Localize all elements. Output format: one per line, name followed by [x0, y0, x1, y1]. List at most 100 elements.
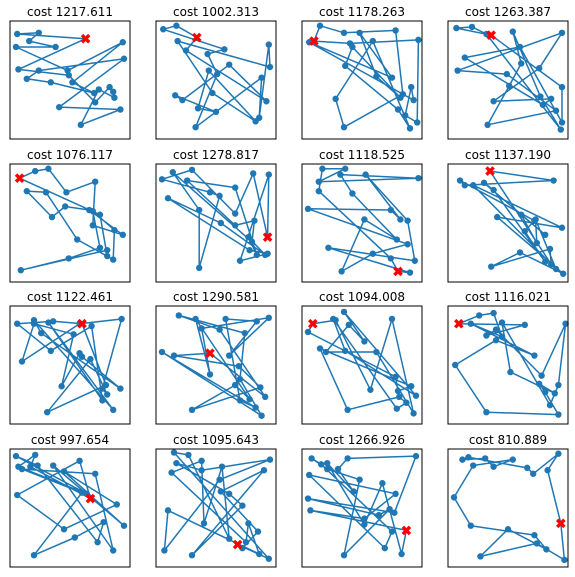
city-point — [536, 65, 543, 72]
city-point — [542, 258, 549, 266]
city-point — [92, 470, 99, 477]
tour-panel-7: cost 1118.525 — [301, 148, 423, 283]
tour-path — [161, 314, 270, 417]
axes-frame — [447, 163, 569, 283]
city-point — [453, 24, 460, 32]
axes-frame — [9, 305, 131, 425]
city-point — [265, 171, 272, 178]
city-point — [232, 381, 239, 389]
tour-path — [15, 32, 125, 126]
city-point — [96, 244, 104, 251]
city-point — [232, 184, 239, 191]
city-point — [42, 189, 50, 196]
city-point — [516, 249, 524, 256]
city-point — [71, 534, 79, 541]
city-point — [172, 92, 179, 99]
city-point — [169, 169, 176, 176]
start-city-marker — [85, 493, 96, 504]
city-point — [506, 82, 513, 90]
city-point — [44, 409, 51, 416]
panel-title: cost 810.889 — [469, 433, 547, 447]
city-point — [94, 539, 101, 546]
city-point — [361, 515, 368, 522]
city-point — [110, 88, 117, 96]
city-point — [375, 511, 382, 519]
city-point — [217, 488, 224, 495]
city-point — [316, 345, 324, 352]
city-point — [558, 224, 566, 231]
city-point — [345, 321, 352, 329]
city-point — [548, 95, 555, 103]
panel-title: cost 1278.817 — [173, 148, 259, 162]
panel-title: cost 1094.008 — [319, 290, 405, 304]
city-point — [250, 170, 257, 177]
city-point — [60, 468, 68, 475]
start-city-marker — [191, 32, 202, 43]
city-point — [322, 348, 330, 356]
city-point — [338, 268, 345, 275]
panel-title: cost 1122.461 — [27, 290, 113, 304]
city-point — [206, 371, 214, 378]
city-point — [245, 520, 252, 527]
axes-frame — [447, 305, 569, 425]
city-point — [192, 124, 199, 131]
city-point — [14, 491, 21, 499]
city-point — [307, 507, 314, 514]
city-point — [15, 66, 22, 73]
axes-frame — [155, 448, 277, 568]
city-point — [461, 182, 468, 189]
tour-panel-16: cost 810.889 — [447, 433, 569, 568]
city-point — [379, 480, 386, 487]
city-point — [544, 467, 551, 474]
city-point — [532, 216, 539, 223]
city-point — [179, 96, 186, 104]
city-point — [38, 329, 45, 337]
city-point — [258, 74, 265, 81]
city-point — [118, 315, 125, 323]
city-point — [316, 22, 324, 29]
city-point — [92, 178, 99, 185]
city-point — [507, 368, 514, 376]
city-point — [120, 55, 128, 62]
city-point — [373, 73, 380, 80]
city-point — [104, 246, 111, 254]
city-point — [35, 67, 42, 74]
city-point — [248, 238, 256, 246]
city-point — [521, 228, 528, 235]
city-point — [468, 23, 476, 31]
start-city-marker — [309, 36, 319, 46]
city-point — [99, 397, 106, 404]
city-point — [168, 469, 175, 476]
city-point — [198, 457, 205, 464]
city-point — [182, 47, 190, 54]
city-point — [490, 309, 497, 317]
city-point — [218, 463, 226, 470]
city-point — [470, 462, 477, 469]
city-point — [198, 325, 205, 332]
city-point — [452, 361, 459, 369]
city-point — [362, 171, 369, 178]
city-point — [104, 391, 111, 398]
city-point — [204, 50, 211, 58]
city-point — [548, 261, 555, 268]
city-point — [161, 547, 168, 554]
city-point — [266, 63, 274, 71]
city-point — [111, 226, 118, 234]
city-point — [246, 396, 253, 403]
axes-frame — [301, 163, 423, 283]
city-point — [222, 315, 229, 323]
city-point — [260, 467, 268, 474]
city-point — [198, 467, 205, 474]
city-point — [304, 205, 312, 213]
city-point — [18, 465, 26, 473]
city-point — [173, 459, 180, 467]
city-point — [88, 322, 95, 330]
city-point — [340, 552, 348, 559]
city-point — [531, 531, 538, 539]
city-point — [63, 189, 70, 196]
city-point — [543, 546, 550, 553]
city-point — [212, 108, 220, 116]
panel-title: cost 1290.581 — [173, 290, 259, 304]
city-point — [404, 217, 411, 224]
